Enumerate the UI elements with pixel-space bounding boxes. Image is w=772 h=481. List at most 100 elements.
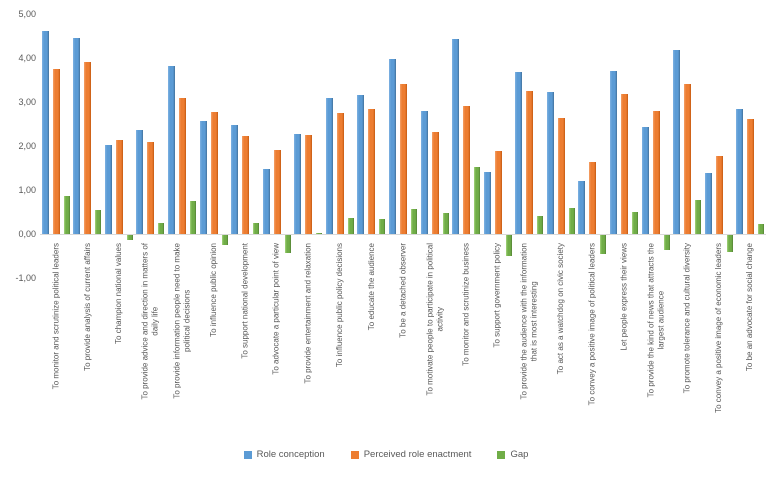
- bar-role-conception: [483, 172, 491, 234]
- x-axis-category-label: To champion national values: [114, 243, 124, 344]
- bar-role-conception: [704, 172, 712, 234]
- bar-role-conception: [136, 130, 144, 234]
- x-axis-category-label: To be an advocate for social change: [745, 243, 755, 372]
- bar-gap: [537, 215, 544, 234]
- bar-gap: [284, 235, 291, 254]
- y-axis-tick-label: 4,00: [18, 53, 36, 63]
- y-axis-tick-label: -1,00: [15, 273, 36, 283]
- x-axis-category-label: To influence public opinion: [208, 243, 218, 337]
- bar-perceived-role-enactment: [589, 161, 597, 234]
- y-axis-tick-label: 3,00: [18, 97, 36, 107]
- bar-perceived-role-enactment: [526, 90, 534, 234]
- x-axis-category-label: To provide information people need to ma…: [172, 243, 192, 399]
- bar-perceived-role-enactment: [52, 69, 60, 234]
- bar-gap: [695, 199, 702, 234]
- x-axis-category-label: To monitor and scrutinize political lead…: [51, 243, 61, 390]
- bar-perceived-role-enactment: [242, 135, 250, 234]
- x-axis-category-label: To support government policy: [492, 243, 502, 348]
- x-axis-category-label: To provide the kind of news that attract…: [646, 243, 665, 398]
- bar-gap: [663, 235, 670, 251]
- bar-role-conception: [199, 121, 207, 234]
- x-axis-category-label: To provide advice and direction in matte…: [140, 243, 160, 400]
- bar-role-conception: [515, 72, 523, 234]
- x-axis-line: [40, 234, 766, 235]
- bar-role-conception: [325, 97, 333, 234]
- x-axis-category-label: To be a detached observer: [398, 243, 408, 338]
- bar-perceived-role-enactment: [84, 62, 92, 234]
- y-axis-tick-label: 0,00: [18, 229, 36, 239]
- x-axis-category-label: To provide analysis of current affairs: [82, 243, 92, 371]
- bar-gap: [726, 235, 733, 252]
- bar-role-conception: [420, 111, 428, 234]
- bar-perceived-role-enactment: [115, 140, 123, 234]
- bar-perceived-role-enactment: [494, 151, 502, 234]
- bar-role-conception: [41, 30, 49, 234]
- bar-perceived-role-enactment: [147, 141, 155, 234]
- legend-swatch-perceived-role-enactment: [350, 450, 359, 459]
- bar-gap: [190, 201, 197, 234]
- y-axis-tick-label: 1,00: [18, 185, 36, 195]
- bar-perceived-role-enactment: [431, 132, 439, 234]
- legend-item-role-conception: Role conception: [243, 449, 325, 460]
- bar-role-conception: [578, 181, 586, 234]
- bar-gap: [568, 208, 575, 234]
- bar-role-conception: [231, 124, 239, 234]
- x-axis-category-label: To advocate a particular point of view: [272, 243, 281, 375]
- bar-gap: [631, 211, 638, 234]
- y-axis-tick-label: 2,00: [18, 141, 36, 151]
- bar-gap: [600, 235, 607, 255]
- bar-role-conception: [357, 94, 365, 234]
- legend-item-gap: Gap: [497, 449, 528, 460]
- x-axis-category-label: To convey a positive image of political …: [587, 243, 597, 406]
- bar-role-conception: [73, 38, 81, 234]
- bar-perceived-role-enactment: [305, 134, 313, 234]
- bar-role-conception: [736, 108, 744, 234]
- bar-perceived-role-enactment: [620, 93, 628, 234]
- bar-perceived-role-enactment: [715, 156, 723, 234]
- bar-gap: [158, 222, 165, 234]
- legend-label-perceived-role-enactment: Perceived role enactment: [363, 449, 472, 460]
- y-axis-tick-label: 5,00: [18, 9, 36, 19]
- bar-role-conception: [609, 71, 617, 234]
- legend-swatch-gap: [497, 450, 506, 459]
- bar-role-conception: [641, 126, 649, 234]
- bar-gap: [63, 195, 70, 234]
- bar-perceived-role-enactment: [557, 117, 565, 234]
- legend: Role conception Perceived role enactment…: [0, 449, 772, 460]
- bar-gap: [474, 167, 481, 234]
- legend-item-perceived-role-enactment: Perceived role enactment: [350, 449, 472, 460]
- bar-gap: [316, 233, 323, 234]
- bar-role-conception: [452, 39, 460, 234]
- bar-perceived-role-enactment: [336, 113, 344, 234]
- x-axis-category-label: To educate the audience: [366, 243, 376, 331]
- bar-role-conception: [262, 168, 270, 234]
- bar-perceived-role-enactment: [400, 83, 407, 234]
- bar-perceived-role-enactment: [273, 150, 281, 234]
- bar-gap: [126, 235, 133, 240]
- legend-label-role-conception: Role conception: [256, 449, 325, 460]
- bar-role-conception: [294, 133, 302, 234]
- bar-gap: [221, 235, 228, 245]
- bar-perceived-role-enactment: [747, 118, 755, 234]
- bar-role-conception: [104, 145, 112, 234]
- bar-perceived-role-enactment: [684, 84, 692, 234]
- bar-perceived-role-enactment: [210, 111, 218, 234]
- bar-perceived-role-enactment: [368, 109, 376, 234]
- x-axis-category-label: To support national development: [240, 243, 250, 359]
- legend-label-gap: Gap: [510, 449, 529, 460]
- x-axis-category-label: To provide the audience with the informa…: [519, 243, 539, 400]
- bar-gap: [379, 219, 386, 234]
- x-axis-category-label: To influence public policy decisions: [335, 243, 345, 368]
- x-axis-category-label: To convey a positive image of economic l…: [713, 243, 723, 413]
- bar-perceived-role-enactment: [652, 111, 660, 234]
- x-axis-category-label: To act as a watchdog on civic society: [556, 243, 566, 375]
- bar-perceived-role-enactment: [179, 98, 187, 234]
- x-axis-category-label: To motivate people to participate in pol…: [425, 243, 444, 396]
- x-axis-category-label: To monitor and scrutinize business: [461, 243, 471, 366]
- bar-gap: [253, 223, 260, 234]
- bar-gap: [411, 209, 417, 234]
- bar-perceived-role-enactment: [463, 105, 471, 234]
- bar-role-conception: [168, 65, 176, 234]
- legend-swatch-role-conception: [243, 450, 252, 459]
